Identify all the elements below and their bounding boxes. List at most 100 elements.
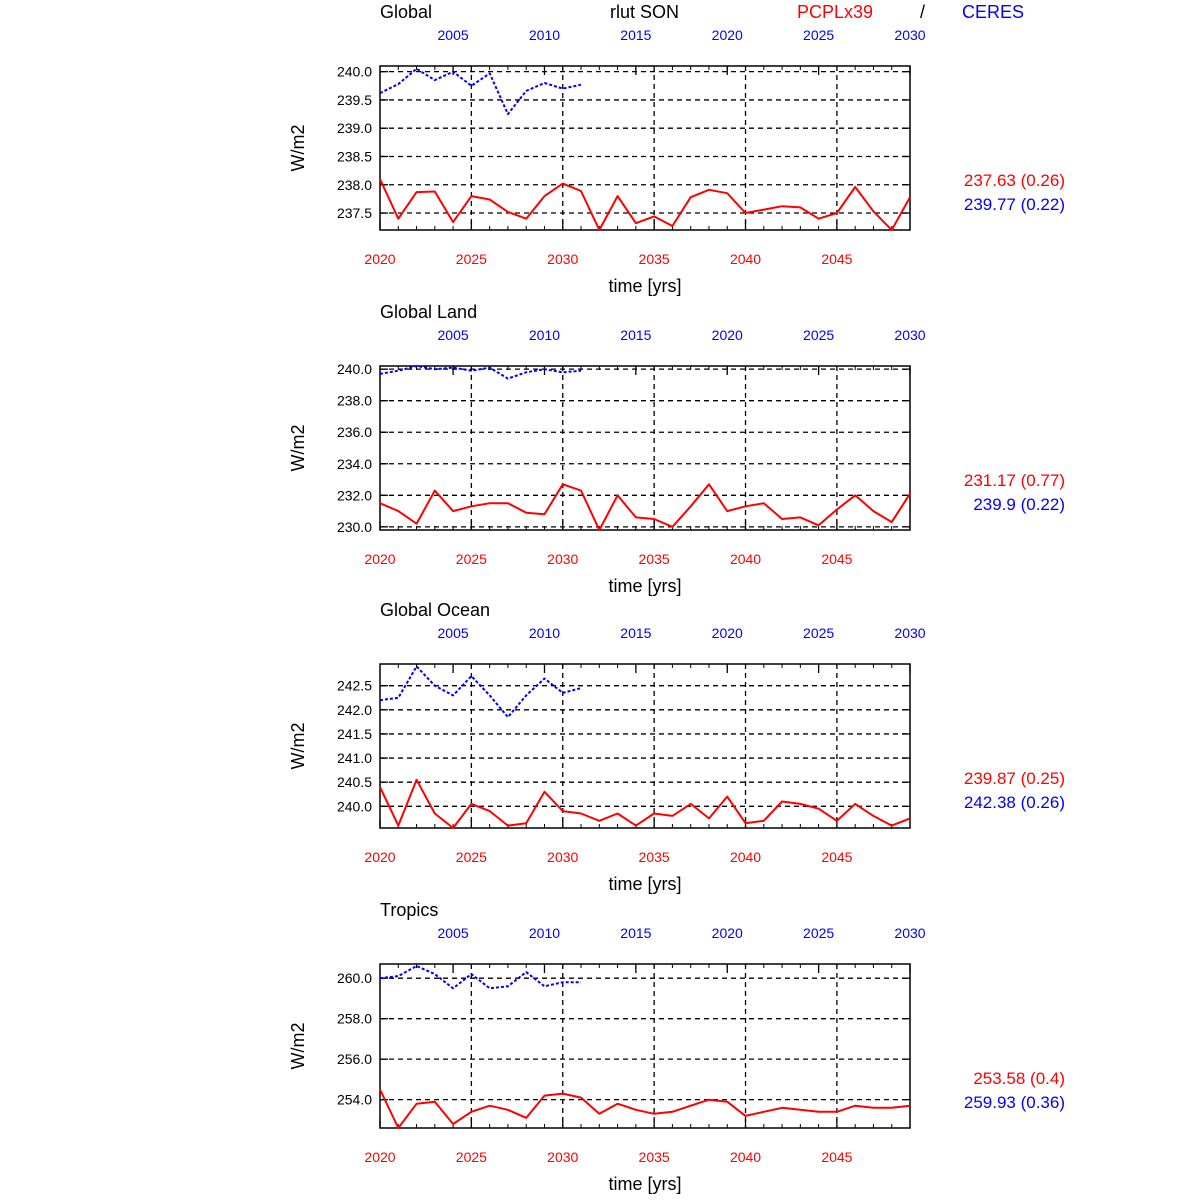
y-tick-label: 240.0 bbox=[337, 798, 372, 814]
x-tick-label: 2040 bbox=[730, 551, 761, 567]
x2-tick-label: 2005 bbox=[438, 27, 469, 43]
chart-panel-3 bbox=[379, 963, 911, 1129]
x2-tick-label: 2015 bbox=[620, 27, 651, 43]
y-tick-label: 241.5 bbox=[337, 726, 372, 742]
x2-tick-label: 2020 bbox=[712, 625, 743, 641]
plot-frame bbox=[379, 65, 911, 231]
chart-panel-2 bbox=[379, 663, 911, 829]
x2-tick-label: 2010 bbox=[529, 625, 560, 641]
chart-title: Global Ocean bbox=[380, 600, 490, 620]
y-tick-label: 254.0 bbox=[337, 1092, 372, 1108]
series-line-ceres bbox=[379, 67, 582, 116]
y-tick-label: 239.0 bbox=[337, 120, 372, 136]
x-tick-label: 2045 bbox=[821, 551, 852, 567]
x2-tick-label: 2030 bbox=[894, 625, 925, 641]
chart-panel-0 bbox=[379, 65, 911, 231]
stats-label: 253.58 (0.4) bbox=[973, 1069, 1065, 1088]
y-tick-label: 238.5 bbox=[337, 148, 372, 164]
x-tick-label: 2025 bbox=[456, 849, 487, 865]
plot-frame bbox=[379, 365, 911, 531]
figure-model-label: PCPLx39 bbox=[797, 2, 874, 22]
x-tick-label: 2030 bbox=[547, 551, 578, 567]
x-tick-label: 2025 bbox=[456, 251, 487, 267]
x2-tick-label: 2010 bbox=[529, 327, 560, 343]
x2-tick-label: 2030 bbox=[894, 27, 925, 43]
x-tick-label: 2035 bbox=[639, 251, 670, 267]
y-tick-label: 240.0 bbox=[337, 64, 372, 80]
y-tick-label: 239.5 bbox=[337, 92, 372, 108]
plot-frame bbox=[379, 963, 911, 1129]
series-line-ceres bbox=[379, 665, 582, 719]
stats-label: 237.63 (0.26) bbox=[964, 171, 1065, 190]
y-tick-label: 240.0 bbox=[337, 361, 372, 377]
x-tick-label: 2035 bbox=[639, 849, 670, 865]
x2-tick-label: 2030 bbox=[894, 925, 925, 941]
y-tick-label: 238.0 bbox=[337, 177, 372, 193]
y-tick-label: 241.0 bbox=[337, 750, 372, 766]
y-tick-label: 234.0 bbox=[337, 456, 372, 472]
series-line-pcplx39 bbox=[379, 778, 911, 829]
plot-frame bbox=[379, 663, 911, 829]
figure-obs-label: CERES bbox=[962, 2, 1025, 22]
x2-tick-label: 2015 bbox=[620, 625, 651, 641]
chart-title: Tropics bbox=[380, 900, 438, 920]
x2-tick-label: 2025 bbox=[803, 27, 834, 43]
y-tick-label: 238.0 bbox=[337, 393, 372, 409]
y-tick-label: 242.0 bbox=[337, 702, 372, 718]
x2-tick-label: 2020 bbox=[712, 327, 743, 343]
stats-label: 242.38 (0.26) bbox=[964, 793, 1065, 812]
x2-tick-label: 2010 bbox=[529, 925, 560, 941]
y-tick-label: 237.5 bbox=[337, 205, 372, 221]
x2-tick-label: 2010 bbox=[529, 27, 560, 43]
figure-variable-label: rlut SON bbox=[610, 2, 680, 22]
x-tick-label: 2020 bbox=[364, 251, 395, 267]
y-tick-label: 240.5 bbox=[337, 774, 372, 790]
x2-tick-label: 2005 bbox=[438, 925, 469, 941]
series-line-ceres bbox=[379, 965, 581, 990]
series-line-pcplx39 bbox=[379, 1089, 911, 1129]
y-tick-label: 230.0 bbox=[337, 519, 372, 535]
stats-label: 239.87 (0.25) bbox=[964, 769, 1065, 788]
y-axis-label: W/m2 bbox=[288, 1023, 308, 1070]
y-tick-label: 236.0 bbox=[337, 424, 372, 440]
x-tick-label: 2030 bbox=[547, 849, 578, 865]
stats-label: 239.77 (0.22) bbox=[964, 195, 1065, 214]
series-line-pcplx39 bbox=[379, 178, 911, 231]
y-tick-label: 258.0 bbox=[337, 1011, 372, 1027]
x-tick-label: 2040 bbox=[730, 1149, 761, 1165]
x-tick-label: 2035 bbox=[639, 1149, 670, 1165]
x-tick-label: 2030 bbox=[547, 1149, 578, 1165]
x2-tick-label: 2020 bbox=[712, 27, 743, 43]
figure-separator: / bbox=[920, 2, 926, 22]
y-tick-label: 260.0 bbox=[337, 970, 372, 986]
x2-tick-label: 2020 bbox=[712, 925, 743, 941]
stats-label: 239.9 (0.22) bbox=[973, 495, 1065, 514]
x2-tick-label: 2025 bbox=[803, 625, 834, 641]
x-tick-label: 2035 bbox=[639, 551, 670, 567]
y-axis-label: W/m2 bbox=[288, 425, 308, 472]
x2-tick-label: 2005 bbox=[438, 327, 469, 343]
y-axis-label: W/m2 bbox=[288, 723, 308, 770]
x2-tick-label: 2005 bbox=[438, 625, 469, 641]
x-axis-label: time [yrs] bbox=[608, 576, 681, 596]
x-axis-label: time [yrs] bbox=[608, 1174, 681, 1194]
x-tick-label: 2040 bbox=[730, 251, 761, 267]
series-line-pcplx39 bbox=[379, 483, 911, 531]
y-tick-label: 256.0 bbox=[337, 1051, 372, 1067]
x2-tick-label: 2015 bbox=[620, 327, 651, 343]
x2-tick-label: 2015 bbox=[620, 925, 651, 941]
x-tick-label: 2045 bbox=[821, 849, 852, 865]
series-line-ceres bbox=[379, 365, 582, 380]
x-tick-label: 2045 bbox=[821, 1149, 852, 1165]
x2-tick-label: 2025 bbox=[803, 925, 834, 941]
chart-title: Global Land bbox=[380, 302, 477, 322]
x-tick-label: 2045 bbox=[821, 251, 852, 267]
x-tick-label: 2025 bbox=[456, 551, 487, 567]
y-tick-label: 232.0 bbox=[337, 487, 372, 503]
x-axis-label: time [yrs] bbox=[608, 874, 681, 894]
x-tick-label: 2020 bbox=[364, 551, 395, 567]
x-tick-label: 2030 bbox=[547, 251, 578, 267]
x2-tick-label: 2025 bbox=[803, 327, 834, 343]
x-tick-label: 2020 bbox=[364, 1149, 395, 1165]
